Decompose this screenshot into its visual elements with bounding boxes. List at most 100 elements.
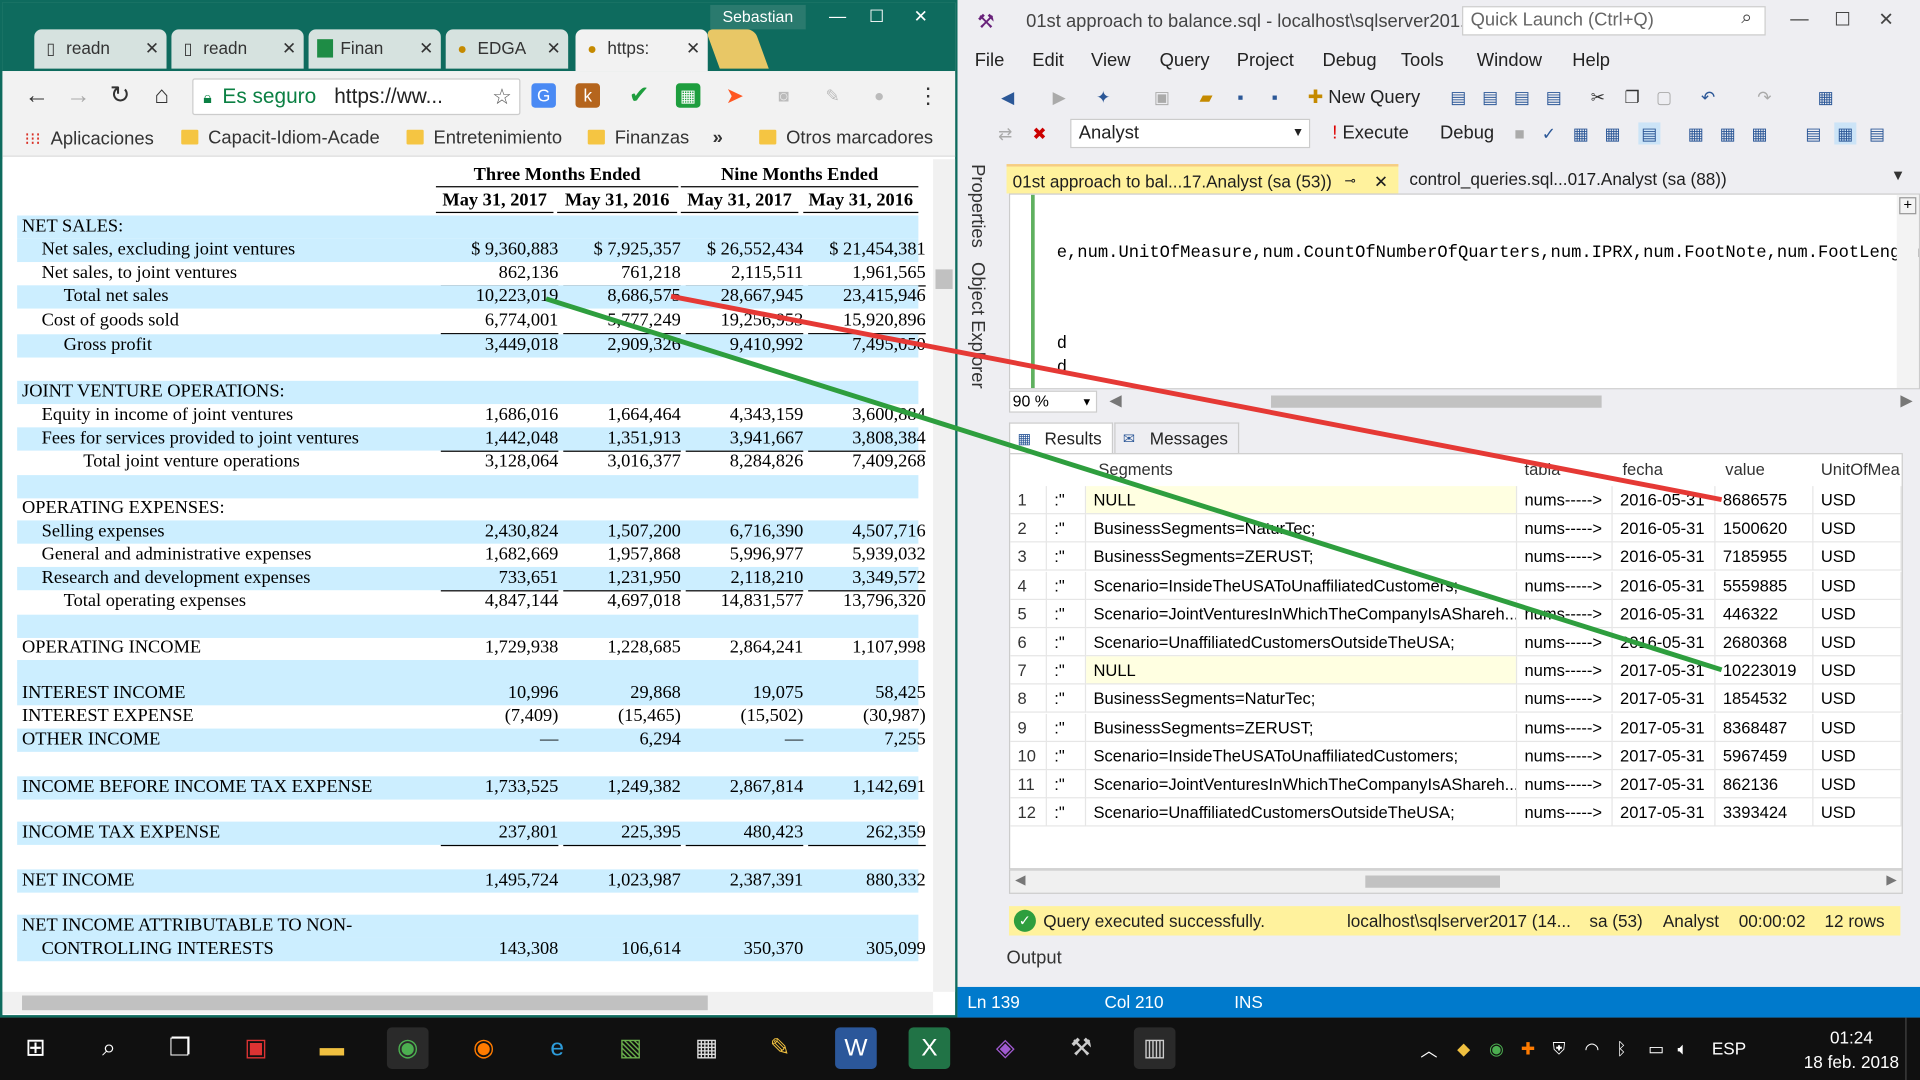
connect-icon[interactable]: ⇄ [998,123,1013,144]
browser-tab[interactable]: ▯ readn ✕ [34,29,167,69]
grid-cell-unit[interactable]: USD [1813,628,1902,657]
grid-cell-seg[interactable]: BusinessSegments=NaturTec; [1086,684,1518,714]
grid-cell-value[interactable]: 862136 [1715,770,1814,799]
tray-network-icon[interactable]: ◠ [1584,1038,1600,1058]
close-tab-icon[interactable]: ✕ [419,37,434,58]
copy-icon[interactable]: ❐ [1624,86,1640,107]
grid-cell-unit[interactable]: USD [1813,656,1902,685]
tools-icon[interactable]: ⚒ [1070,1034,1093,1062]
grid-cell-tabla[interactable]: nums-----> [1517,770,1613,799]
grid-cell-q[interactable]: :" [1046,713,1087,742]
grid-row[interactable]: 10:" Scenario=InsideTheUSAToUnaffiliatedC… [1010,741,1902,770]
grid-cell-fecha[interactable]: 2016-05-31 [1612,599,1716,628]
close-tab-icon[interactable]: ✕ [281,37,297,58]
grid-cell-tabla[interactable]: nums-----> [1517,656,1613,685]
maximize-button[interactable]: ☐ [869,6,885,26]
grid-cell-fecha[interactable]: 2017-05-31 [1612,656,1716,685]
grid-row[interactable]: 2:" BusinessSegments=NaturTec; nums-----> 2… [1010,514,1902,543]
address-bar[interactable]: 🔒︎ Es seguro https://ww... ☆ [192,78,521,116]
grid-cell-seg[interactable]: Scenario=UnaffiliatedCustomersOutsideThe… [1086,798,1518,827]
scroll-thumb[interactable] [935,269,953,289]
grid-cell-q[interactable]: :" [1046,770,1087,799]
tab-messages[interactable]: ✉ Messages [1114,422,1239,454]
chrome-icon[interactable]: ◉ [386,1027,429,1069]
scroll-thumb[interactable] [1365,875,1501,888]
results-text-icon[interactable]: ▤ [1805,123,1822,144]
new-tab-button[interactable] [705,29,769,69]
results-grid-icon[interactable]: ▦ [1834,122,1857,145]
row-number[interactable]: 9 [1010,713,1047,742]
open-file-icon[interactable]: ▰ [1199,86,1213,107]
row-number[interactable]: 12 [1010,798,1047,827]
cut-icon[interactable]: ✂ [1590,86,1606,107]
tab-query-active[interactable]: 01st approach to bal...17.Analyst (sa (5… [1006,164,1399,194]
database-select[interactable]: Analyst ▼ [1070,118,1311,149]
grid-cell-fecha[interactable]: 2017-05-31 [1612,741,1716,770]
row-number[interactable]: 10 [1010,741,1047,770]
menu-edit[interactable]: Edit [1032,50,1064,72]
grid-cell-tabla[interactable]: nums-----> [1517,628,1613,657]
row-number[interactable]: 7 [1010,656,1047,685]
scroll-thumb[interactable] [22,995,708,1011]
grid-cell-unit[interactable]: USD [1813,770,1902,799]
browser-tab-active[interactable]: ● https: ✕ [575,29,708,72]
grid-cell-tabla[interactable]: nums-----> [1517,798,1613,827]
pin-icon[interactable]: ⊸ [1344,173,1356,189]
excel-icon[interactable]: X [908,1027,951,1069]
grid-row[interactable]: 1:" NULL nums-----> 2016-05-31 8686575 USD [1010,486,1902,515]
grid-cell-fecha[interactable]: 2017-05-31 [1612,770,1716,799]
paint-icon[interactable]: ✎ [769,1034,791,1062]
grid-cell-tabla[interactable]: nums-----> [1517,713,1613,742]
grid-cell-value[interactable]: 10223019 [1715,656,1814,685]
tab-query[interactable]: control_queries.sql...017.Analyst (sa (8… [1403,164,1770,193]
grid-cell-seg[interactable]: Scenario=UnaffiliatedCustomersOutsideThe… [1086,628,1518,657]
grid-cell-seg[interactable]: Scenario=JointVenturesInWhichTheCompanyI… [1086,599,1518,628]
row-number[interactable]: 8 [1010,684,1047,714]
menu-debug[interactable]: Debug [1322,50,1377,72]
orange-extension-icon[interactable]: ➤ [725,83,744,108]
mdx-query-icon[interactable]: ▤ [1482,86,1499,107]
grid-cell-value[interactable]: 1854532 [1715,684,1814,714]
grid-cell-seg[interactable]: NULL [1086,486,1518,515]
grid-row[interactable]: 6:" Scenario=UnaffiliatedCustomersOutside… [1010,628,1902,657]
task-view-icon[interactable]: ❐ [169,1034,191,1062]
search-icon[interactable]: ⌕ [102,1034,116,1062]
grid-cell-value[interactable]: 8686575 [1715,486,1814,515]
xmla-query-icon[interactable]: ▤ [1545,86,1562,107]
bookmark-apps[interactable]: ⁝⁝⁝ Aplicaciones [24,126,153,152]
tray-chrome-icon[interactable]: ◉ [1488,1038,1504,1058]
grid-row[interactable]: 8:" BusinessSegments=NaturTec; nums-----> 2… [1010,684,1902,714]
grid-cell-value[interactable]: 8368487 [1715,713,1814,742]
editor-scrollbar[interactable] [1896,194,1919,389]
home-icon[interactable]: ⌂ [154,82,170,109]
grid-cell-q[interactable]: :" [1046,599,1087,628]
translate-extension-icon[interactable]: G [531,83,556,108]
results-grid[interactable]: Segments tabla fecha value UnitOfMea 1:"… [1008,453,1903,870]
disconnect-icon[interactable]: ✖ [1032,123,1047,144]
grid-cell-fecha[interactable]: 2016-05-31 [1612,628,1716,657]
edge-icon[interactable]: e [550,1034,564,1062]
activity-monitor-icon[interactable]: ▦ [1817,86,1834,107]
forward-icon[interactable]: ▶ [1052,86,1066,107]
camera-extension-icon[interactable]: ◙ [778,85,789,106]
column-header-value[interactable]: value [1725,460,1765,479]
save-app-icon[interactable]: ▣ [244,1034,268,1062]
sheets-extension-icon[interactable]: ▦ [675,83,701,108]
editor-hscroll-thumb[interactable] [1271,395,1602,408]
tray-bluetooth-icon[interactable]: ᛒ [1616,1038,1627,1058]
close-tab-icon[interactable]: ✕ [546,37,561,58]
object-explorer-tab[interactable]: Object Explorer [967,262,989,389]
grid-cell-tabla[interactable]: nums-----> [1517,571,1613,600]
grid-cell-fecha[interactable]: 2017-05-31 [1612,713,1716,742]
close-tab-icon[interactable]: ✕ [1373,171,1389,192]
column-header-unit[interactable]: UnitOfMea [1820,460,1900,479]
close-window-button[interactable]: ✕ [913,6,928,26]
quick-launch-input[interactable]: Quick Launch (Ctrl+Q) [1462,6,1766,36]
bookmark-folder-other[interactable]: Otros marcadores [759,126,933,150]
split-editor-icon[interactable]: + [1899,197,1917,215]
grid-cell-value[interactable]: 446322 [1715,599,1814,628]
grid-row[interactable]: 5:" Scenario=JointVenturesInWhichTheCompa… [1010,599,1902,628]
save-icon[interactable]: ▪ [1237,86,1244,107]
ssms-icon[interactable]: ▥ [1133,1027,1176,1069]
grid-cell-unit[interactable]: USD [1813,684,1902,714]
